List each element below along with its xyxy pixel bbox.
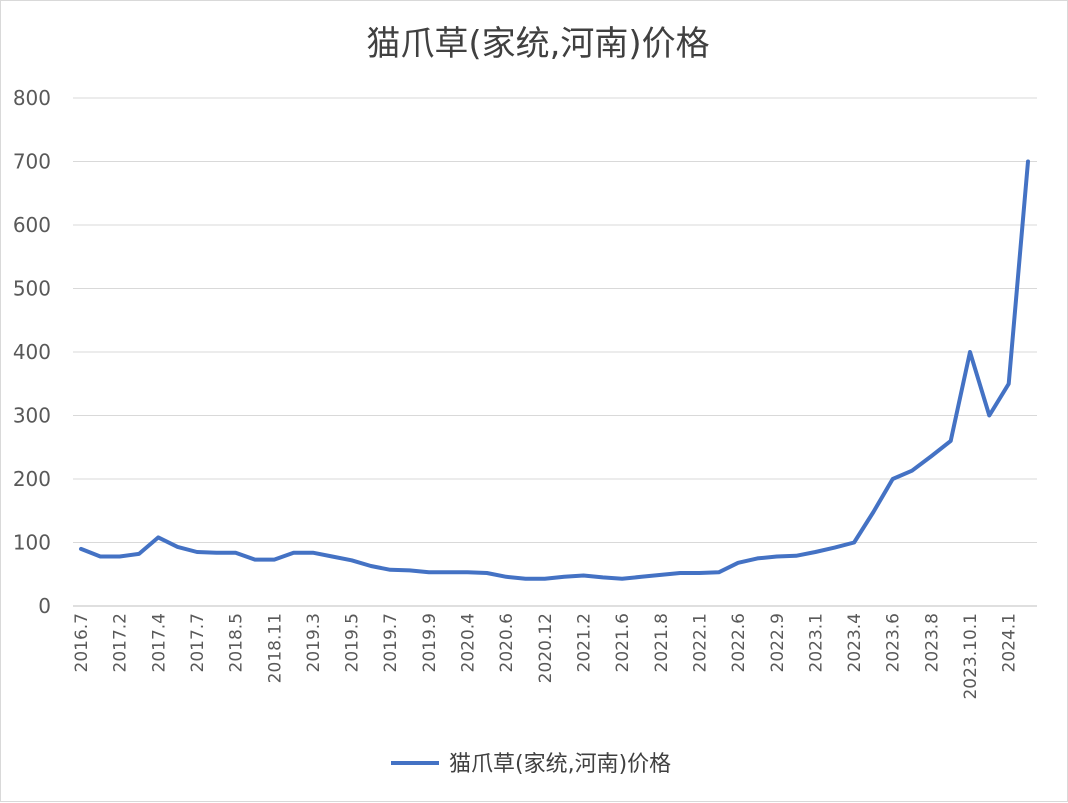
x-tick-label: 2023.4	[845, 613, 865, 672]
x-tick-label: 2021.8	[652, 613, 672, 672]
gridlines	[73, 97, 1037, 607]
x-tick-label: 2023.6	[884, 613, 904, 672]
x-tick-label: 2020.4	[459, 613, 479, 672]
x-tick-label: 2017.2	[111, 613, 131, 672]
legend: 猫爪草(家统,河南)价格	[391, 752, 671, 777]
y-tick-label: 0	[38, 594, 51, 618]
x-tick-label: 2020.12	[536, 613, 556, 683]
y-tick-label: 200	[13, 467, 51, 491]
x-tick-label: 2021.2	[574, 613, 594, 672]
x-tick-label: 2019.9	[420, 613, 440, 672]
x-tick-label: 2018.5	[227, 613, 247, 672]
x-tick-label: 2018.11	[265, 613, 285, 683]
x-tick-label: 2021.6	[613, 613, 633, 672]
x-tick-label: 2024.1	[1000, 613, 1020, 672]
series-line	[79, 159, 1030, 581]
x-tick-label: 2023.1	[806, 613, 826, 672]
y-tick-label: 100	[13, 531, 51, 555]
y-tick-label: 800	[13, 86, 51, 110]
x-tick-label: 2019.3	[304, 613, 324, 672]
y-tick-label: 300	[13, 404, 51, 428]
y-tick-label: 500	[13, 277, 51, 301]
x-tick-label: 2016.7	[72, 613, 92, 672]
x-tick-label: 2019.7	[381, 613, 401, 672]
x-tick-label: 2017.4	[149, 613, 169, 672]
y-tick-label: 600	[13, 213, 51, 237]
chart-title: 猫爪草(家统,河南)价格	[366, 24, 709, 64]
y-axis-tick-labels: 0 100 200 300 400 500 600 700 800	[13, 86, 51, 618]
x-tick-label: 2020.6	[497, 613, 517, 672]
x-tick-label: 2017.7	[188, 613, 208, 672]
x-tick-label: 2023.10.1	[961, 613, 981, 700]
series-lines	[79, 159, 1030, 581]
x-tick-label: 2019.5	[343, 613, 363, 672]
x-axis-tick-labels: 2016.7 2017.2 2017.4 2017.7 2018.5 2018.11 201…	[72, 613, 1020, 700]
legend-label: 猫爪草(家统,河南)价格	[449, 752, 671, 777]
x-tick-label: 2022.6	[729, 613, 749, 672]
x-tick-label: 2022.9	[768, 613, 788, 672]
x-tick-label: 2022.1	[690, 613, 710, 672]
y-tick-label: 700	[13, 150, 51, 174]
y-tick-label: 400	[13, 340, 51, 364]
x-tick-label: 2023.8	[922, 613, 942, 672]
